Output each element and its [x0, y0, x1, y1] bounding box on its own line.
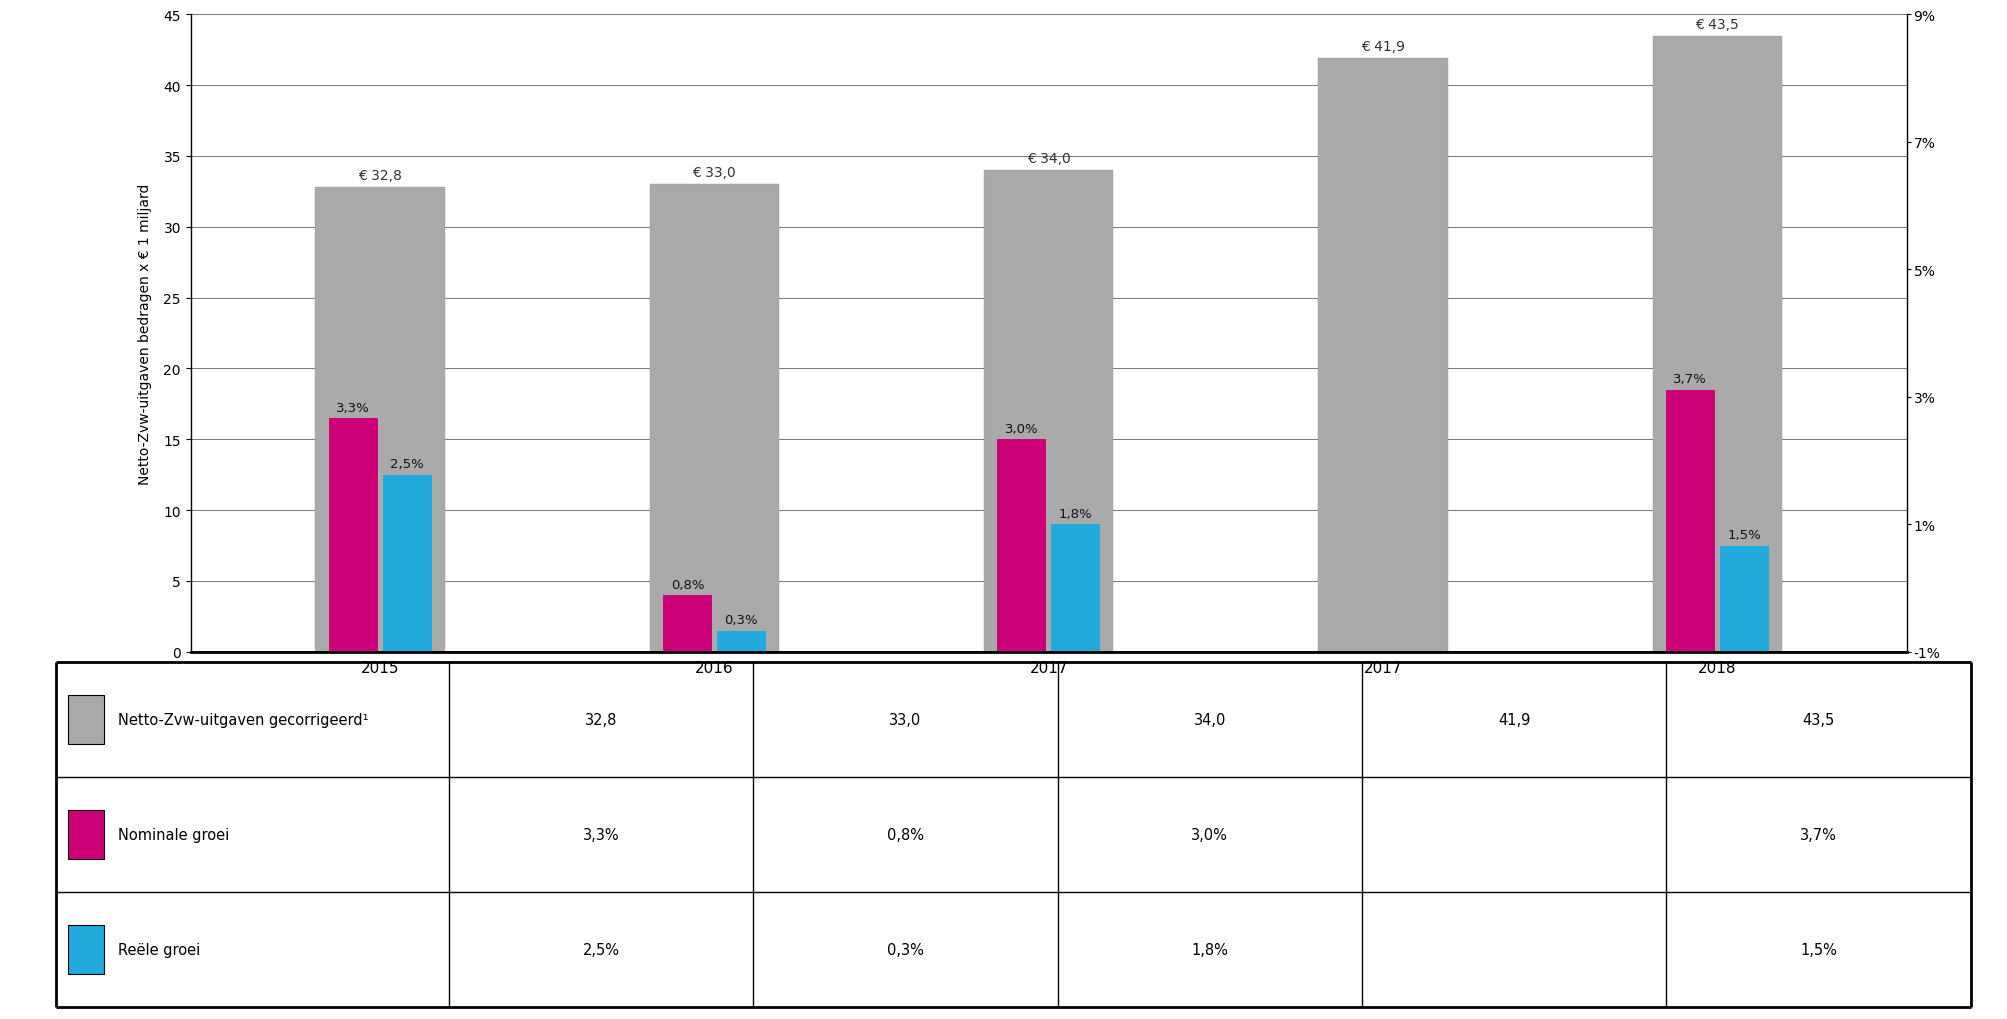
Text: 34,0: 34,0 — [1194, 712, 1226, 728]
Text: 41,9: 41,9 — [1497, 712, 1531, 728]
Text: 0,8%: 0,8% — [887, 827, 923, 842]
Bar — [997, 440, 1046, 652]
Bar — [1652, 37, 1782, 652]
Bar — [662, 595, 712, 652]
Text: 3,3%: 3,3% — [337, 401, 369, 415]
Bar — [1319, 59, 1447, 652]
Text: € 43,5: € 43,5 — [1696, 17, 1740, 32]
Text: 1,5%: 1,5% — [1728, 529, 1760, 542]
Text: 0,8%: 0,8% — [670, 579, 704, 591]
Text: Reële groei: Reële groei — [118, 942, 201, 957]
Text: 32,8: 32,8 — [584, 712, 616, 728]
Text: 43,5: 43,5 — [1802, 712, 1834, 728]
Bar — [383, 475, 432, 652]
FancyBboxPatch shape — [68, 925, 104, 974]
Text: € 34,0: € 34,0 — [1028, 152, 1070, 166]
Text: € 33,0: € 33,0 — [692, 166, 737, 180]
Text: 1,8%: 1,8% — [1192, 942, 1228, 957]
Text: 2,5%: 2,5% — [389, 458, 423, 471]
Text: 3,3%: 3,3% — [582, 827, 620, 842]
Bar — [650, 185, 779, 652]
Text: 3,0%: 3,0% — [1192, 827, 1228, 842]
Text: € 32,8: € 32,8 — [357, 169, 401, 183]
Text: 0,3%: 0,3% — [725, 613, 759, 627]
Bar — [315, 187, 446, 652]
Bar — [1666, 390, 1714, 652]
Text: 3,7%: 3,7% — [1800, 827, 1836, 842]
Text: 0,3%: 0,3% — [887, 942, 923, 957]
Text: € 41,9: € 41,9 — [1361, 40, 1405, 54]
Text: 1,8%: 1,8% — [1060, 507, 1092, 521]
FancyBboxPatch shape — [68, 810, 104, 859]
Text: 1,5%: 1,5% — [1800, 942, 1836, 957]
Bar — [1052, 525, 1100, 652]
Y-axis label: Netto-Zvw-uitgaven bedragen x € 1 miljard: Netto-Zvw-uitgaven bedragen x € 1 miljar… — [138, 183, 153, 484]
Bar — [1720, 546, 1768, 652]
FancyBboxPatch shape — [68, 695, 104, 744]
Text: 2,5%: 2,5% — [582, 942, 620, 957]
Text: Netto-Zvw-uitgaven gecorrigeerd¹: Netto-Zvw-uitgaven gecorrigeerd¹ — [118, 712, 369, 728]
Bar — [983, 171, 1114, 652]
Text: 33,0: 33,0 — [889, 712, 921, 728]
Text: 3,0%: 3,0% — [1006, 423, 1038, 436]
Text: Nominale groei: Nominale groei — [118, 827, 229, 842]
Text: 3,7%: 3,7% — [1674, 373, 1708, 386]
Bar — [329, 419, 377, 652]
Bar — [716, 631, 767, 652]
